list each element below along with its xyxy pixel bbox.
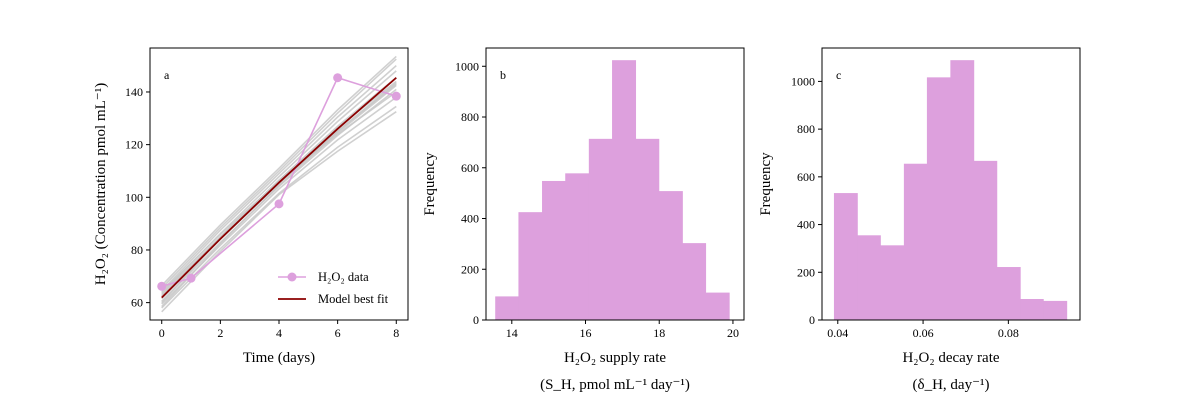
axes-frame bbox=[485, 47, 745, 321]
histogram-bar-8 bbox=[682, 243, 707, 320]
x-axis-title: H₂O₂ supply rate bbox=[564, 350, 666, 366]
legend: H₂O₂ data Model best fit bbox=[278, 270, 389, 306]
y-axis-title: H₂O₂ (Concentration pmol mL⁻¹) bbox=[93, 83, 109, 285]
legend-label-data: H₂O₂ data bbox=[318, 270, 369, 284]
x-tick-label: 0.06 bbox=[913, 326, 934, 340]
histogram-bar-1 bbox=[857, 235, 881, 320]
data-point-1 bbox=[186, 273, 196, 283]
legend-label-fit: Model best fit bbox=[318, 292, 389, 306]
histogram-bar-1 bbox=[518, 212, 543, 320]
x-tick-label: 16 bbox=[580, 326, 592, 340]
x-tick-label: 4 bbox=[276, 326, 282, 340]
y-axis-title: Frequency bbox=[422, 152, 438, 216]
x-tick-label: 0 bbox=[159, 326, 165, 340]
ensemble-curve-8 bbox=[161, 58, 397, 289]
data-point-4 bbox=[391, 91, 401, 101]
histogram-bar-9 bbox=[1043, 300, 1068, 320]
x-axis-title: H₂O₂ decay rate bbox=[902, 350, 999, 366]
histogram-bar-3 bbox=[903, 163, 928, 320]
legend-marker-data bbox=[287, 272, 297, 282]
histogram-bar-4 bbox=[926, 77, 951, 320]
y-tick-label: 1000 bbox=[455, 59, 479, 73]
histogram-bar-0 bbox=[495, 296, 519, 320]
histogram-bar-6 bbox=[635, 138, 660, 320]
y-tick-label: 400 bbox=[461, 212, 479, 226]
x-axis-title-line2: (S_H, pmol mL⁻¹ day⁻¹) bbox=[540, 377, 690, 393]
x-tick-label: 6 bbox=[335, 326, 341, 340]
x-tick-label: 8 bbox=[393, 326, 399, 340]
y-tick-label: 600 bbox=[797, 170, 815, 184]
x-tick-label: 18 bbox=[653, 326, 665, 340]
ensemble-curve-7 bbox=[161, 65, 397, 292]
histogram-bar-7 bbox=[996, 267, 1021, 320]
y-tick-label: 60 bbox=[131, 296, 143, 310]
ensemble-curve-12 bbox=[161, 84, 397, 308]
y-tick-label: 400 bbox=[797, 218, 815, 232]
y-tick-label: 200 bbox=[461, 262, 479, 276]
histogram-bar-9 bbox=[705, 292, 730, 320]
histogram-bar-6 bbox=[973, 160, 998, 320]
y-tick-label: 0 bbox=[473, 313, 479, 327]
ensemble-curve-0 bbox=[161, 111, 397, 313]
data-point-3 bbox=[333, 73, 343, 83]
histogram-bar-0 bbox=[833, 193, 858, 320]
x-tick-label: 0.04 bbox=[827, 326, 848, 340]
y-axis-title: Frequency bbox=[758, 152, 774, 216]
x-tick-label: 14 bbox=[506, 326, 518, 340]
ensemble-curve-9 bbox=[161, 55, 397, 287]
axes-a: 0 2 4 6 8 60 80 100 120 140 a Time (days) H₂O₂ (Conc… bbox=[93, 47, 409, 366]
y-tick-label: 600 bbox=[461, 161, 479, 175]
y-tick-label: 80 bbox=[131, 243, 143, 257]
y-tick-label: 120 bbox=[125, 138, 143, 152]
panel-label: a bbox=[164, 68, 170, 82]
histogram-bar-2 bbox=[542, 180, 566, 320]
x-tick-label: 20 bbox=[727, 326, 739, 340]
y-tick-label: 100 bbox=[125, 190, 143, 204]
y-tick-label: 0 bbox=[809, 313, 815, 327]
y-tick-label: 800 bbox=[797, 122, 815, 136]
panel-label: b bbox=[500, 68, 506, 82]
y-tick-label: 1000 bbox=[791, 74, 815, 88]
x-tick-label: 2 bbox=[217, 326, 223, 340]
ensemble-curve-1 bbox=[161, 105, 397, 309]
x-axis-title-line2: (δ_H, day⁻¹) bbox=[913, 377, 990, 393]
panel-label: c bbox=[836, 68, 841, 82]
best-fit-line bbox=[161, 77, 397, 299]
x-axis-title: Time (days) bbox=[243, 350, 315, 366]
y-tick-label: 140 bbox=[125, 85, 143, 99]
y-tick-label: 200 bbox=[797, 265, 815, 279]
data-point-0 bbox=[157, 281, 167, 291]
plot-area bbox=[161, 55, 397, 313]
y-tick-label: 800 bbox=[461, 110, 479, 124]
histogram-bar-7 bbox=[658, 191, 683, 320]
axes-frame bbox=[821, 47, 1081, 321]
data-point-2 bbox=[274, 199, 284, 209]
axes-c: 0.04 0.06 0.08 0 200 400 600 800 1000 c H₂O₂ decay… bbox=[758, 47, 1081, 393]
histogram-bar-8 bbox=[1020, 299, 1044, 320]
histogram-bar-3 bbox=[565, 173, 590, 320]
histogram-bar-5 bbox=[950, 60, 975, 321]
x-tick-label: 0.08 bbox=[998, 326, 1019, 340]
histogram-bar-2 bbox=[880, 245, 905, 320]
histogram-bar-4 bbox=[588, 138, 613, 320]
histogram-bar-5 bbox=[612, 60, 637, 321]
